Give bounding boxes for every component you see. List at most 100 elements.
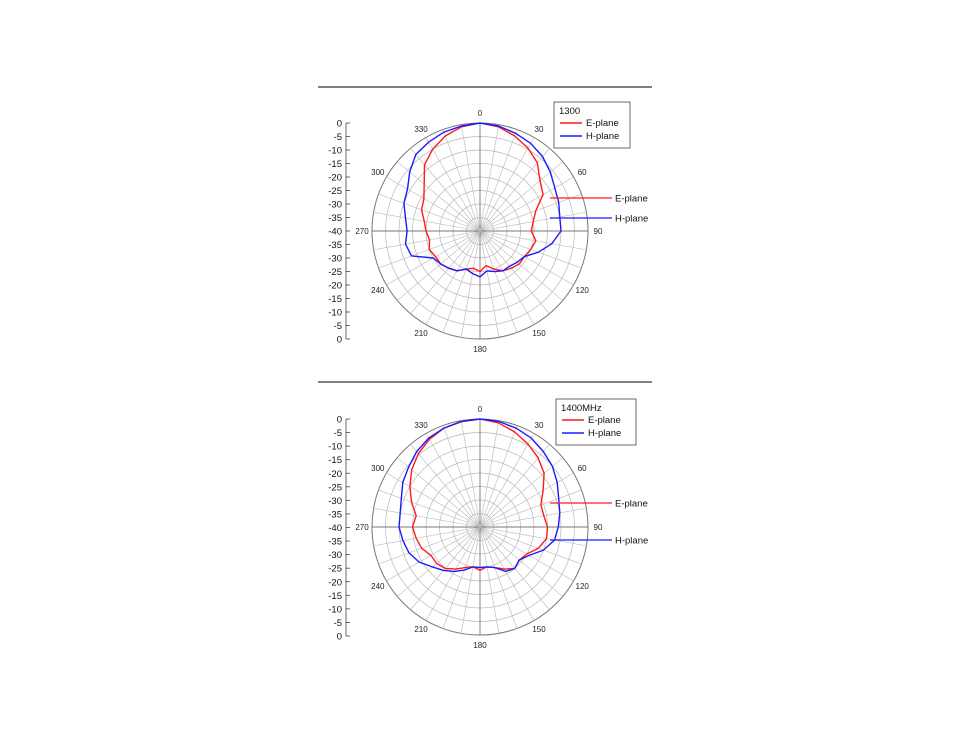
grid-spoke [479, 472, 574, 528]
angle-tick-label: 90 [594, 227, 603, 236]
grid-spoke [397, 457, 481, 528]
annotation-label: H-plane [615, 536, 648, 547]
grid-spoke [479, 230, 535, 325]
radial-scale-label: -10 [328, 442, 342, 453]
grid-spoke [386, 526, 481, 582]
grid-spoke [479, 230, 563, 301]
annotation-label: H-plane [615, 214, 648, 225]
grid-spoke [479, 507, 587, 528]
annotation-label: E-plane [615, 194, 648, 205]
radial-scale-label: -35 [328, 213, 342, 224]
radial-scale-label: -15 [328, 455, 342, 466]
grid-spoke [460, 230, 481, 338]
grid-spoke [479, 489, 582, 528]
grid-spoke [479, 526, 582, 565]
legend-box [555, 398, 637, 446]
angle-tick-label: 210 [414, 625, 428, 634]
grid-spoke [479, 230, 574, 286]
radial-scale-label: -20 [328, 281, 342, 292]
grid-spoke [397, 526, 481, 597]
polar-grid [371, 418, 589, 636]
radial-scale-label: -25 [328, 267, 342, 278]
grid-spoke [442, 425, 481, 528]
grid-spoke [373, 526, 481, 547]
grid-spoke [479, 526, 535, 621]
grid-spoke [460, 526, 481, 634]
series-trace-e-plane [420, 122, 544, 273]
radial-scale-label: -5 [334, 132, 342, 143]
angle-tick-label: 270 [355, 523, 369, 532]
radial-scale-label: -20 [328, 469, 342, 480]
radial-scale-label: -10 [328, 146, 342, 157]
angle-tick-label: 30 [535, 421, 544, 430]
grid-spoke [378, 193, 481, 232]
radial-scale-label: -25 [328, 564, 342, 575]
grid-spoke [397, 161, 481, 232]
radial-scale-label: -40 [328, 523, 342, 534]
grid-spoke [460, 420, 481, 528]
grid-spoke [479, 425, 518, 528]
angle-tick-label: 330 [414, 421, 428, 430]
annotation-label: E-plane [615, 499, 648, 510]
grid-spoke [479, 230, 587, 251]
angle-tick-label: 210 [414, 329, 428, 338]
angle-tick-label: 120 [576, 286, 590, 295]
grid-spoke [479, 137, 535, 232]
radial-scale-label: 0 [337, 119, 342, 130]
angle-tick-label: 150 [532, 625, 546, 634]
angle-tick-label: 120 [576, 582, 590, 591]
grid-spoke [479, 193, 582, 232]
grid-spoke [425, 526, 481, 621]
angle-tick-label: 150 [532, 329, 546, 338]
angle-tick-label: 60 [578, 168, 587, 177]
grid-spoke [479, 526, 587, 547]
grid-spoke [479, 230, 550, 314]
legend-title: 1400MHz [561, 403, 602, 414]
radial-scale-label: -25 [328, 186, 342, 197]
grid-spoke [442, 230, 481, 333]
radial-scale-label: -30 [328, 254, 342, 265]
legend-title: 1300 [559, 106, 580, 117]
grid-spoke [378, 489, 481, 528]
grid-spoke [479, 526, 518, 629]
radial-scale-label: -20 [328, 577, 342, 588]
angle-tick-label: 180 [473, 345, 487, 354]
series-trace-h-plane [403, 122, 562, 278]
angle-tick-label: 240 [371, 582, 385, 591]
radial-scale-label: -10 [328, 604, 342, 615]
grid-spoke [425, 137, 481, 232]
grid-spoke [479, 176, 574, 232]
grid-spoke [479, 420, 500, 528]
grid-spoke [460, 124, 481, 232]
series-trace-e-plane [409, 418, 549, 571]
polar-grid [371, 122, 589, 340]
grid-spoke [479, 230, 518, 333]
legend-entry: E-plane [586, 118, 619, 129]
grid-spoke [479, 433, 535, 528]
angle-tick-label: 60 [578, 464, 587, 473]
grid-spoke [479, 230, 500, 338]
polar-chart-1300: 0 30 60 90 120 150 180 210 240 270 300 330 0 -5 -10 -15… [318, 86, 652, 354]
radial-scale-label: -40 [328, 227, 342, 238]
grid-spoke [479, 129, 518, 232]
grid-spoke [425, 230, 481, 325]
angle-tick-label: 330 [414, 125, 428, 134]
radial-scale-label: 0 [337, 415, 342, 426]
radial-scale-label: -30 [328, 200, 342, 211]
legend: 1300 E-plane H-plane [553, 101, 631, 149]
angle-tick-label: 90 [594, 523, 603, 532]
grid-spoke [479, 124, 500, 232]
angle-tick-label: 300 [371, 464, 385, 473]
grid-spoke [410, 230, 481, 314]
radial-scale-label: 0 [337, 335, 342, 346]
radial-scale-label: -35 [328, 509, 342, 520]
radial-scale-label: -15 [328, 294, 342, 305]
radial-scale: 0 -5 -10 -15 -20 -25 -30 -35 -40 -35 -30 -25 -20 -15 -… [328, 415, 350, 643]
angle-tick-label: 300 [371, 168, 385, 177]
grid-spoke [386, 472, 481, 528]
grid-spoke [479, 161, 563, 232]
grid-spoke [378, 526, 481, 565]
angle-tick-label: 0 [478, 109, 483, 118]
angle-tick-label: 270 [355, 227, 369, 236]
